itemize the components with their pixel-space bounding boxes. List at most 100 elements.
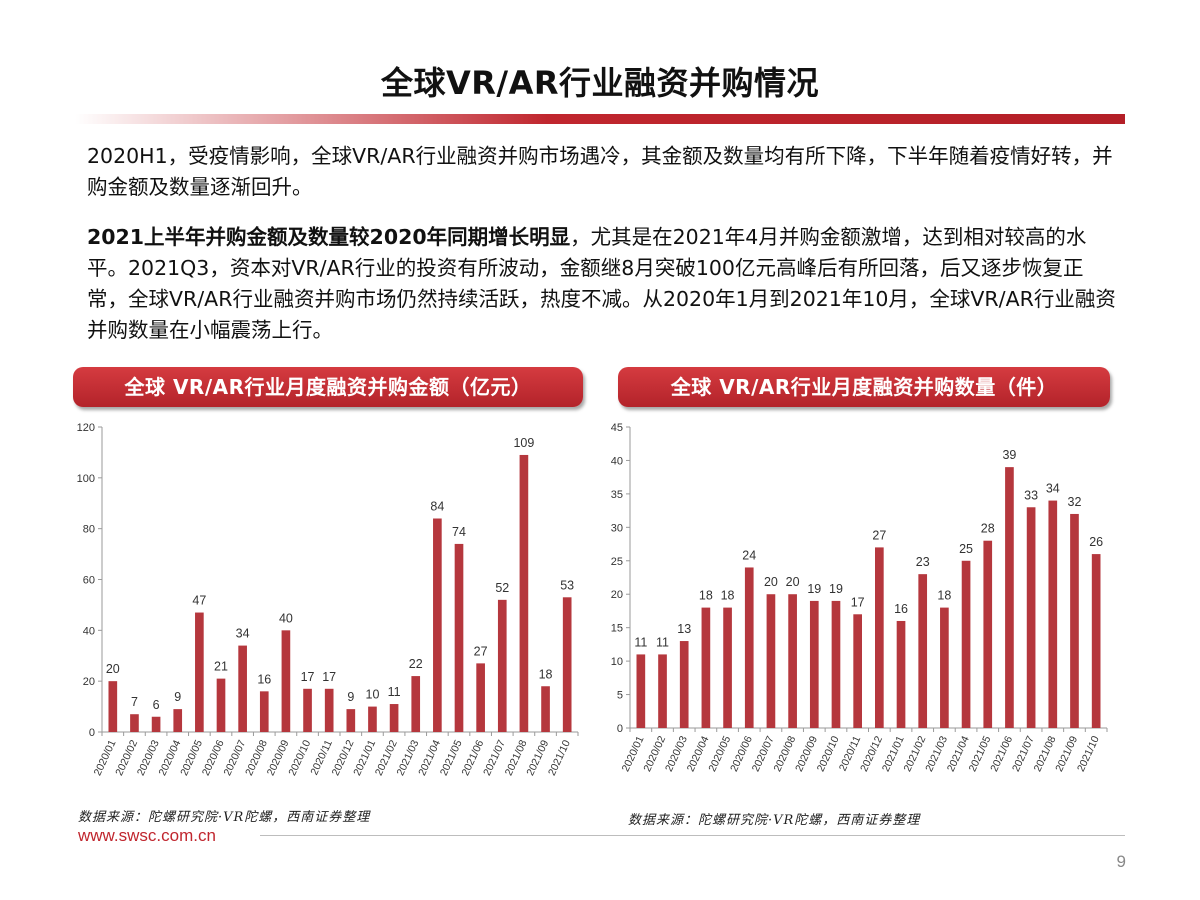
count-bar — [1091, 554, 1101, 728]
count-data-label: 32 — [1068, 495, 1082, 509]
amount-bar — [195, 612, 204, 732]
count-y-tick-label: 30 — [611, 522, 623, 534]
amount-data-label: 9 — [174, 690, 181, 704]
amount-bar — [303, 688, 312, 732]
amount-bar — [173, 709, 183, 732]
count-data-label: 28 — [981, 522, 995, 536]
count-bar — [1070, 513, 1079, 728]
amount-data-label: 22 — [409, 657, 423, 671]
amount-bar — [346, 709, 356, 732]
count-bar — [744, 567, 754, 728]
count-y-tick-label: 25 — [611, 556, 623, 568]
count-data-label: 11 — [634, 635, 647, 649]
amount-bar-chart: 020406080100120202020/0172020/0262020/03… — [77, 422, 579, 778]
count-data-label: 39 — [1002, 448, 1016, 462]
amount-bar — [454, 543, 464, 732]
count-bar — [723, 607, 732, 728]
amount-bar — [151, 716, 161, 732]
amount-data-label: 7 — [131, 695, 138, 709]
count-bar — [961, 560, 971, 728]
amount-bar — [108, 681, 118, 732]
count-data-label: 20 — [764, 575, 778, 589]
amount-data-label: 27 — [474, 644, 488, 658]
count-bar — [1005, 467, 1014, 728]
count-bar — [1026, 507, 1036, 728]
intro-paragraph: 2020H1，受疫情影响，全球VR/AR行业融资并购市场遇冷，其金额及数量均有所… — [87, 144, 1113, 199]
count-bar — [701, 607, 711, 728]
amount-data-label: 53 — [560, 578, 574, 592]
analysis-text: ，尤其是在2021年4月并购金额激增，达到相对较高的水平。2021Q3，资本对V… — [87, 225, 1116, 342]
amount-y-tick-label: 60 — [83, 575, 95, 587]
count-bar — [875, 547, 884, 728]
count-y-tick-label: 15 — [611, 623, 623, 635]
count-y-tick-label: 5 — [617, 690, 623, 702]
amount-data-label: 17 — [322, 670, 336, 684]
amount-data-label: 10 — [366, 688, 380, 702]
amount-bar — [281, 630, 291, 732]
count-data-label: 24 — [742, 548, 756, 562]
amount-data-label: 9 — [347, 690, 354, 704]
amount-data-label: 52 — [495, 581, 509, 595]
count-data-label: 26 — [1089, 535, 1103, 549]
count-data-label: 23 — [916, 555, 930, 569]
count-bar — [679, 641, 689, 728]
page-number: 9 — [1116, 852, 1126, 871]
amount-y-tick-label: 20 — [83, 676, 95, 688]
count-y-tick-label: 35 — [611, 489, 623, 501]
count-bar — [853, 614, 862, 728]
count-data-label: 25 — [959, 542, 973, 556]
count-data-label: 17 — [851, 595, 865, 609]
amount-bar — [368, 706, 377, 732]
amount-y-tick-label: 120 — [77, 422, 95, 434]
count-bar — [918, 574, 928, 728]
amount-bar — [324, 688, 334, 732]
count-data-label: 11 — [656, 635, 669, 649]
count-data-label: 19 — [829, 582, 843, 596]
count-bar-chart: 051015202530354045112020/01112020/021320… — [611, 422, 1108, 774]
count-bar — [896, 620, 906, 728]
count-bar — [940, 607, 949, 728]
count-y-tick-label: 45 — [611, 422, 623, 434]
amount-data-label: 11 — [388, 685, 401, 699]
count-y-tick-label: 20 — [611, 589, 623, 601]
amount-bar — [389, 704, 399, 732]
amount-bar — [238, 645, 247, 732]
amount-chart-header: 全球 VR/AR行业月度融资并购金额（亿元） — [73, 367, 583, 407]
count-data-label: 20 — [786, 575, 800, 589]
count-data-label: 18 — [721, 589, 735, 603]
count-data-label: 16 — [894, 602, 908, 616]
count-data-label: 19 — [807, 582, 821, 596]
analysis-paragraph: 2021上半年并购金额及数量较2020年同期增长明显，尤其是在2021年4月并购… — [87, 222, 1117, 346]
amount-data-label: 21 — [214, 660, 228, 674]
amount-y-tick-label: 0 — [89, 727, 95, 739]
amount-bar — [497, 599, 507, 732]
count-y-tick-label: 40 — [611, 455, 623, 467]
amount-data-label: 16 — [257, 672, 271, 686]
amount-bar — [476, 663, 485, 732]
count-data-label: 18 — [937, 589, 951, 603]
title-underline — [75, 114, 1125, 124]
count-bar — [636, 654, 646, 728]
amount-data-label: 17 — [301, 670, 315, 684]
amount-data-label: 40 — [279, 611, 293, 625]
count-data-label: 33 — [1024, 488, 1038, 502]
count-data-label: 27 — [872, 528, 886, 542]
analysis-highlight: 2021上半年并购金额及数量较2020年同期增长明显 — [87, 225, 571, 249]
amount-data-label: 6 — [153, 698, 160, 712]
website-link[interactable]: www.swsc.com.cn — [78, 826, 216, 845]
amount-bar — [541, 686, 550, 732]
amount-y-tick-label: 80 — [83, 524, 95, 536]
count-bar — [809, 600, 819, 728]
count-bar — [766, 594, 776, 728]
amount-bar — [562, 597, 572, 732]
count-data-label: 13 — [677, 622, 691, 636]
amount-data-label: 18 — [539, 667, 553, 681]
count-bar — [983, 540, 993, 728]
amount-bar — [259, 691, 269, 732]
amount-y-tick-label: 40 — [83, 625, 95, 637]
count-data-label: 34 — [1046, 482, 1060, 496]
page-title: 全球VR/AR行业融资并购情况 — [380, 64, 819, 102]
count-bar — [788, 594, 797, 728]
footer-divider — [260, 835, 1125, 836]
amount-data-label: 84 — [430, 500, 444, 514]
